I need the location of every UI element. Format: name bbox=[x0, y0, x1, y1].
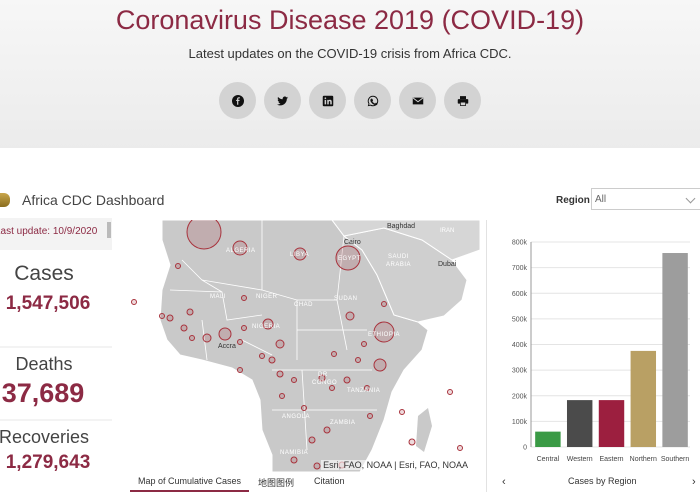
whatsapp-share-button[interactable] bbox=[354, 82, 391, 119]
chart-x-label: Cases by Region bbox=[568, 476, 637, 486]
bar-southern[interactable] bbox=[662, 253, 688, 447]
map-label-namibia: NAMIBIA bbox=[280, 450, 308, 456]
x-tick-label: Eastern bbox=[599, 456, 623, 463]
chevron-left-icon[interactable]: ‹ bbox=[502, 476, 506, 488]
y-tick-label: 800k bbox=[512, 240, 528, 247]
bar-eastern[interactable] bbox=[598, 400, 625, 447]
map-label-algeria: ALGERIA bbox=[226, 248, 256, 254]
africa-map-graphic: Baghdad IRAN Cairo Dubai Accra ALGERIA L… bbox=[122, 220, 480, 472]
y-tick-label: 700k bbox=[512, 265, 528, 272]
twitter-icon bbox=[276, 96, 288, 105]
linkedin-icon bbox=[322, 95, 333, 106]
region-label: Region bbox=[556, 195, 590, 206]
deaths-value: 37,689 bbox=[1, 378, 85, 408]
region-bar-chart: 0 100k 200k 300k 400k 500k 600k 700k 800k Central… bbox=[512, 240, 690, 463]
map-label-nigeria: NIGERIA bbox=[252, 324, 280, 330]
map-label-arabia: ARABIA bbox=[386, 262, 411, 268]
email-icon bbox=[412, 96, 423, 104]
y-tick-label: 600k bbox=[512, 291, 528, 298]
map-label-egypt: EGYPT bbox=[338, 256, 361, 262]
y-tick-label: 100k bbox=[512, 419, 528, 426]
page-subtitle: Latest updates on the COVID-19 crisis fr… bbox=[188, 46, 512, 61]
print-button[interactable] bbox=[444, 82, 481, 119]
map-label-iran: IRAN bbox=[440, 228, 454, 234]
facebook-share-button[interactable] bbox=[219, 82, 256, 119]
map-label-cairo: Cairo bbox=[344, 239, 361, 246]
map-label-angola: ANGOLA bbox=[282, 414, 310, 420]
email-share-button[interactable] bbox=[399, 82, 436, 119]
region-select[interactable]: All bbox=[591, 188, 700, 210]
map-label-mali: MALI bbox=[210, 294, 226, 300]
map-label-dr: DR bbox=[318, 372, 328, 378]
linkedin-share-button[interactable] bbox=[309, 82, 346, 119]
map-label-libya: LIBYA bbox=[290, 252, 309, 258]
cases-map[interactable]: Baghdad IRAN Cairo Dubai Accra ALGERIA L… bbox=[122, 220, 480, 472]
chevron-down-icon bbox=[685, 193, 696, 204]
map-label-dubai: Dubai bbox=[438, 261, 457, 268]
recoveries-label: Recoveries bbox=[0, 427, 90, 447]
cases-card: Cases 1,547,506 bbox=[0, 250, 112, 346]
region-chart: 0 100k 200k 300k 400k 500k 600k 700k 800k Central… bbox=[488, 220, 700, 500]
dashboard-title: Africa CDC Dashboard bbox=[22, 192, 165, 208]
map-label-accra: Accra bbox=[218, 343, 236, 350]
facebook-icon bbox=[231, 94, 244, 107]
stats-panel[interactable]: Last update: 10/9/2020 Cases 1,547,506 D… bbox=[0, 218, 112, 480]
map-label-chad: CHAD bbox=[294, 302, 313, 308]
tab-map-cumulative-cases[interactable]: Map of Cumulative Cases bbox=[130, 472, 250, 492]
x-tick-label: Southern bbox=[661, 456, 690, 463]
hero-banner: Coronavirus Disease 2019 (COVID-19) Late… bbox=[0, 0, 700, 150]
chart-footer: ‹ Cases by Region › bbox=[498, 472, 700, 492]
y-tick-label: 300k bbox=[512, 368, 528, 375]
y-tick-label: 500k bbox=[512, 316, 528, 323]
x-tick-label: Central bbox=[537, 456, 560, 463]
whatsapp-icon bbox=[367, 95, 378, 106]
deaths-card: Deaths 37,689 bbox=[0, 348, 112, 419]
tab-citation[interactable]: Citation bbox=[314, 476, 345, 486]
print-icon bbox=[457, 95, 468, 106]
bar-northern[interactable] bbox=[630, 350, 657, 447]
recoveries-value: 1,279,643 bbox=[5, 452, 91, 473]
y-tick-label: 0 bbox=[523, 445, 527, 452]
y-tick-label: 400k bbox=[512, 342, 528, 349]
bar-western[interactable] bbox=[566, 400, 593, 447]
panel-divider bbox=[486, 220, 487, 492]
map-label-sudan: SUDAN bbox=[334, 296, 358, 302]
map-label-congo: CONGO bbox=[312, 380, 337, 386]
map-label-niger: NIGER bbox=[256, 294, 278, 300]
last-update-text: Last update: 10/9/2020 bbox=[0, 226, 98, 237]
page-title: Coronavirus Disease 2019 (COVID-19) bbox=[115, 5, 585, 35]
bar-central[interactable] bbox=[535, 431, 561, 447]
map-label-ethiopia: ETHIOPIA bbox=[368, 332, 400, 338]
map-label-tanzania: TANZANIA bbox=[347, 388, 380, 394]
cases-label: Cases bbox=[14, 262, 74, 285]
africa-cdc-logo bbox=[0, 193, 10, 207]
chevron-right-icon[interactable]: › bbox=[692, 476, 696, 488]
twitter-share-button[interactable] bbox=[264, 82, 301, 119]
map-label-saudi: SAUDI bbox=[388, 254, 409, 260]
x-tick-label: Western bbox=[567, 456, 593, 463]
x-tick-label: Northern bbox=[630, 456, 657, 463]
cases-value: 1,547,506 bbox=[5, 293, 91, 314]
share-bar bbox=[219, 82, 481, 119]
dashboard-header: Africa CDC Dashboard Region All bbox=[0, 188, 700, 214]
map-label-zambia: ZAMBIA bbox=[330, 420, 355, 426]
y-tick-label: 200k bbox=[512, 393, 528, 400]
map-label-baghdad: Baghdad bbox=[387, 223, 415, 230]
stats-scrollbar[interactable] bbox=[107, 222, 111, 238]
recoveries-card: Recoveries 1,279,643 bbox=[0, 421, 112, 480]
deaths-label: Deaths bbox=[15, 354, 73, 374]
map-attribution: Esri, FAO, NOAA | Esri, FAO, NOAA bbox=[321, 460, 470, 470]
tab-map-legend[interactable]: 地图图例 bbox=[258, 478, 295, 488]
map-tabs: Map of Cumulative Cases 地图图例 Citation bbox=[122, 470, 480, 492]
region-select-value: All bbox=[595, 194, 607, 205]
dashboard-panel: Africa CDC Dashboard Region All Last upd… bbox=[0, 148, 700, 500]
